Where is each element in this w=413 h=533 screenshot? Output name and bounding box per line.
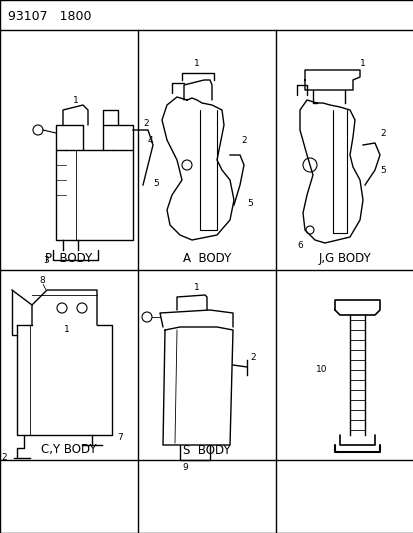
Text: 2: 2 bbox=[143, 118, 148, 127]
Text: 2: 2 bbox=[241, 135, 246, 144]
Text: 4: 4 bbox=[147, 135, 152, 144]
Text: 1: 1 bbox=[194, 59, 199, 68]
Text: 7: 7 bbox=[117, 433, 123, 442]
Text: 1: 1 bbox=[73, 95, 79, 104]
Text: 2: 2 bbox=[249, 352, 255, 361]
Text: 1: 1 bbox=[64, 326, 70, 335]
Text: S  BODY: S BODY bbox=[183, 443, 230, 456]
Text: 5: 5 bbox=[379, 166, 385, 174]
Text: 3: 3 bbox=[43, 255, 49, 264]
Text: 5: 5 bbox=[153, 179, 159, 188]
Text: 93107   1800: 93107 1800 bbox=[8, 10, 91, 23]
Text: 2: 2 bbox=[1, 454, 7, 463]
Text: 1: 1 bbox=[359, 59, 365, 68]
Text: J,G BODY: J,G BODY bbox=[318, 252, 370, 264]
Text: 10: 10 bbox=[316, 366, 327, 375]
Text: 1: 1 bbox=[194, 282, 199, 292]
Text: 9: 9 bbox=[182, 463, 188, 472]
Text: A  BODY: A BODY bbox=[183, 252, 230, 264]
Text: 8: 8 bbox=[39, 276, 45, 285]
Text: P  BODY: P BODY bbox=[45, 252, 93, 264]
Text: 5: 5 bbox=[247, 198, 252, 207]
Text: 6: 6 bbox=[297, 240, 302, 249]
Text: 2: 2 bbox=[379, 128, 385, 138]
Text: C,Y BODY: C,Y BODY bbox=[41, 443, 97, 456]
